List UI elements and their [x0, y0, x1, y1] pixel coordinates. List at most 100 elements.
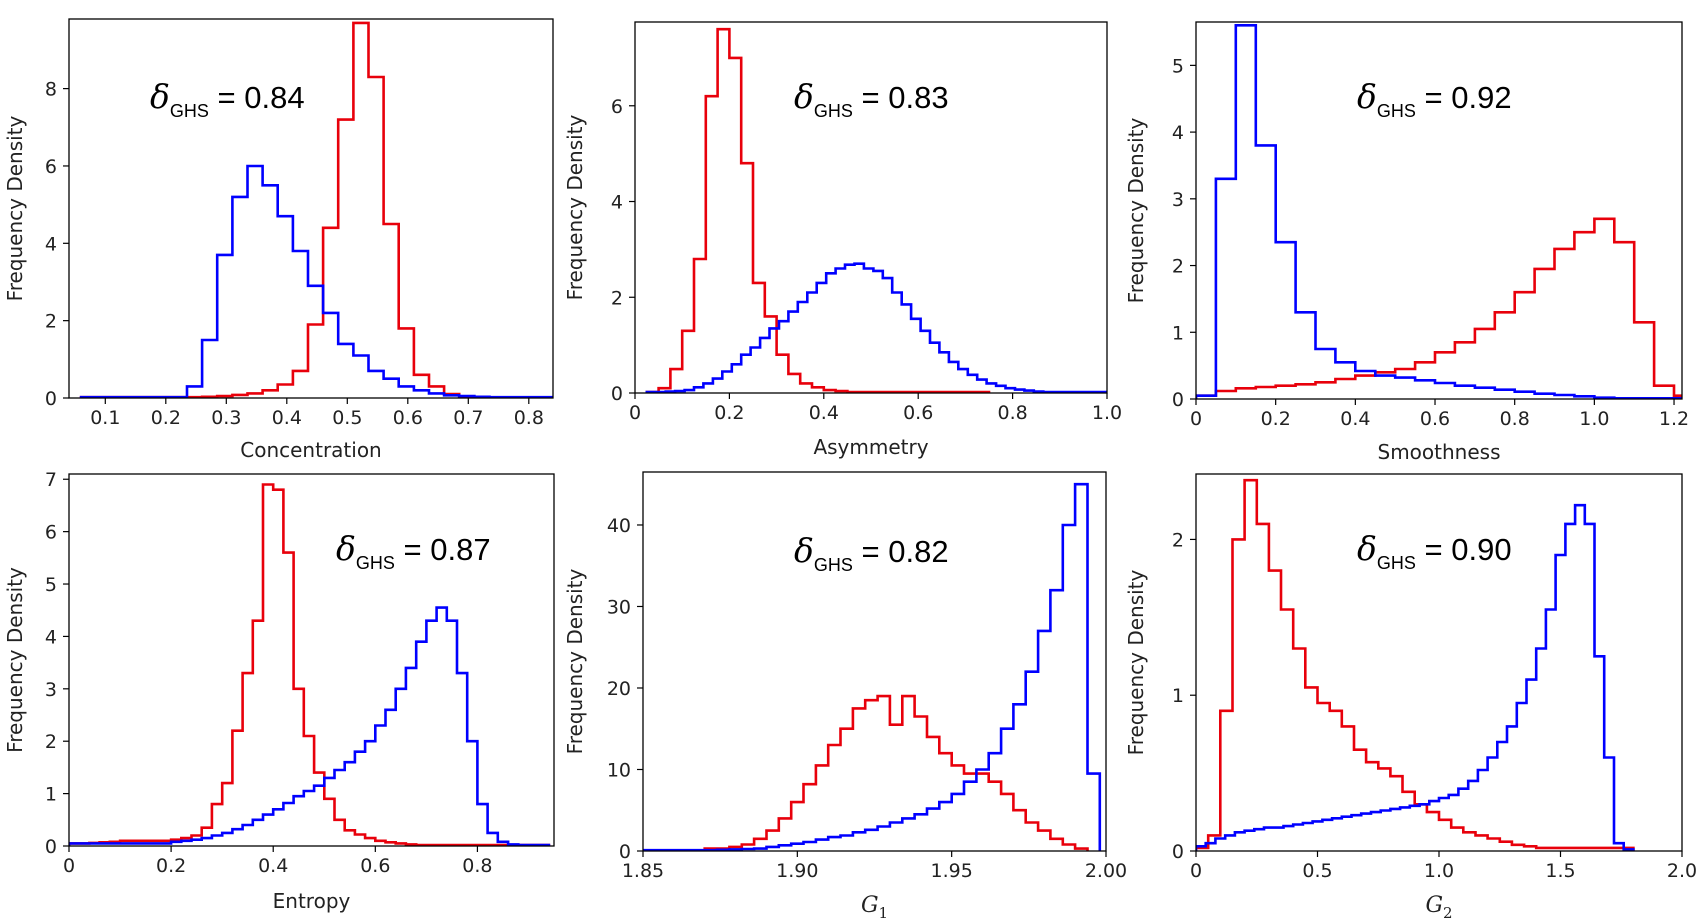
series-red-histogram	[69, 483, 551, 846]
x-tick-label: 1.90	[776, 860, 818, 882]
x-tick-label: 0.8	[514, 407, 544, 429]
delta-subscript: GHS	[1377, 553, 1416, 573]
x-tick-label: 0.6	[1420, 408, 1450, 430]
x-tick-label: 0.6	[393, 407, 423, 429]
y-tick-label: 2	[1172, 529, 1184, 551]
y-tick-label: 1	[1172, 322, 1184, 344]
x-axis-label-subscript: 1	[879, 904, 889, 922]
x-tick-label: 0.3	[211, 407, 241, 429]
delta-subscript: GHS	[814, 101, 853, 121]
series-red-histogram	[1196, 478, 1635, 851]
x-tick-label: 0.4	[258, 855, 288, 877]
x-axis-label-base: G	[861, 893, 879, 918]
x-tick-label: 1.5	[1545, 860, 1575, 882]
y-axis-label: Frequency Density	[563, 114, 587, 300]
delta-symbol: δ	[150, 77, 170, 116]
delta-value: = 0.90	[1416, 532, 1512, 567]
delta-symbol: δ	[336, 529, 356, 568]
x-tick-label: 0	[1190, 408, 1202, 430]
delta-subscript: GHS	[1377, 101, 1416, 121]
x-tick-label: 2.00	[1085, 860, 1127, 882]
x-tick-label: 0.6	[360, 855, 390, 877]
x-tick-label: 0.7	[453, 407, 483, 429]
x-axis-label: G1	[861, 893, 888, 922]
y-tick-label: 2	[45, 311, 57, 333]
y-tick-label: 2	[1172, 256, 1184, 278]
plot-frame	[68, 473, 555, 847]
y-tick-label: 4	[1172, 122, 1184, 144]
x-axis-label: Entropy	[273, 889, 351, 913]
panel-4: 0 0.2 0.4 0.6 0.8 0 1 2 3 4 5 6 7 Entropy Frequency De…	[3, 469, 555, 913]
series-blue-histogram	[645, 262, 1107, 393]
x-tick-label: 0	[1190, 860, 1202, 882]
y-tick-label: 0	[45, 836, 57, 858]
series-blue-histogram	[69, 606, 551, 846]
x-axis-label-subscript: 2	[1443, 904, 1453, 922]
delta-value: = 0.83	[853, 80, 949, 115]
series-blue-histogram	[643, 482, 1102, 851]
x-tick-label: 0.6	[903, 402, 933, 424]
y-tick-label: 0	[45, 388, 57, 410]
y-tick-label: 1	[1172, 685, 1184, 707]
delta-subscript: GHS	[356, 553, 395, 573]
series-red-histogram	[1196, 217, 1682, 399]
plot-frame	[68, 18, 554, 399]
y-tick-label: 30	[607, 596, 631, 618]
delta-symbol: δ	[1357, 529, 1377, 568]
plot-frame	[634, 21, 1108, 394]
x-tick-label: 0.8	[1500, 408, 1530, 430]
x-tick-label: 0.4	[1340, 408, 1370, 430]
y-tick-label: 10	[607, 759, 631, 781]
x-tick-label: 1.0	[1424, 860, 1454, 882]
x-axis-label: Smoothness	[1378, 440, 1501, 464]
x-tick-label: 1.0	[1579, 408, 1609, 430]
y-tick-label: 2	[611, 287, 623, 309]
x-tick-label: 0.2	[156, 855, 186, 877]
y-tick-label: 4	[45, 233, 57, 255]
y-tick-label: 3	[45, 679, 57, 701]
y-tick-label: 0	[1172, 389, 1184, 411]
y-axis-label: Frequency Density	[563, 568, 587, 754]
x-tick-label: 0.2	[151, 407, 181, 429]
series-red-histogram	[703, 694, 1089, 851]
delta-value: = 0.87	[395, 532, 491, 567]
delta-value: = 0.82	[853, 534, 949, 569]
panel-1: 0.1 0.2 0.3 0.4 0.5 0.6 0.7 0.8 0 2 4 6 8 Concentrati…	[3, 18, 554, 462]
plot-frame	[1195, 21, 1683, 400]
y-axis-label: Frequency Density	[1124, 569, 1148, 755]
delta-value: = 0.92	[1416, 80, 1512, 115]
y-axis-label: Frequency Density	[3, 115, 27, 301]
x-tick-label: 1.85	[622, 860, 664, 882]
panel-2: 0 0.2 0.4 0.6 0.8 1.0 0 2 4 6 Asymmetry Frequency D…	[563, 21, 1122, 459]
y-tick-label: 6	[45, 522, 57, 544]
x-axis-label: G2	[1425, 893, 1452, 922]
delta-subscript: GHS	[814, 555, 853, 575]
x-axis-label-base: G	[1425, 893, 1443, 918]
y-tick-label: 3	[1172, 189, 1184, 211]
y-tick-label: 40	[607, 515, 631, 537]
x-tick-label: 0.2	[1261, 408, 1291, 430]
y-tick-label: 20	[607, 678, 631, 700]
x-tick-label: 0.5	[332, 407, 362, 429]
y-tick-label: 5	[45, 574, 57, 596]
y-tick-label: 1	[45, 784, 57, 806]
x-tick-label: 1.2	[1659, 408, 1689, 430]
x-axis-label: Asymmetry	[813, 435, 928, 459]
x-tick-label: 0.5	[1302, 860, 1332, 882]
x-tick-label: 2.0	[1667, 860, 1697, 882]
x-tick-label: 0.8	[997, 402, 1027, 424]
y-tick-label: 6	[45, 156, 57, 178]
delta-symbol: δ	[1357, 77, 1377, 116]
y-tick-label: 7	[45, 469, 57, 491]
x-tick-label: 0	[63, 855, 75, 877]
panel-3: 0 0.2 0.4 0.6 0.8 1.0 1.2 0 1 2 3 4 5 Smoothness Frequ…	[1124, 21, 1689, 464]
series-blue-histogram	[1196, 24, 1682, 399]
panel-5: 1.85 1.90 1.95 2.00 0 10 20 30 40 G1 Frequency Den…	[563, 471, 1127, 922]
delta-ghs-annotation: δGHS = 0.82	[794, 531, 949, 575]
delta-subscript: GHS	[170, 101, 209, 121]
x-tick-label: 1.95	[931, 860, 973, 882]
y-tick-label: 0	[619, 841, 631, 863]
delta-symbol: δ	[794, 77, 814, 116]
delta-ghs-annotation: δGHS = 0.87	[336, 529, 491, 573]
